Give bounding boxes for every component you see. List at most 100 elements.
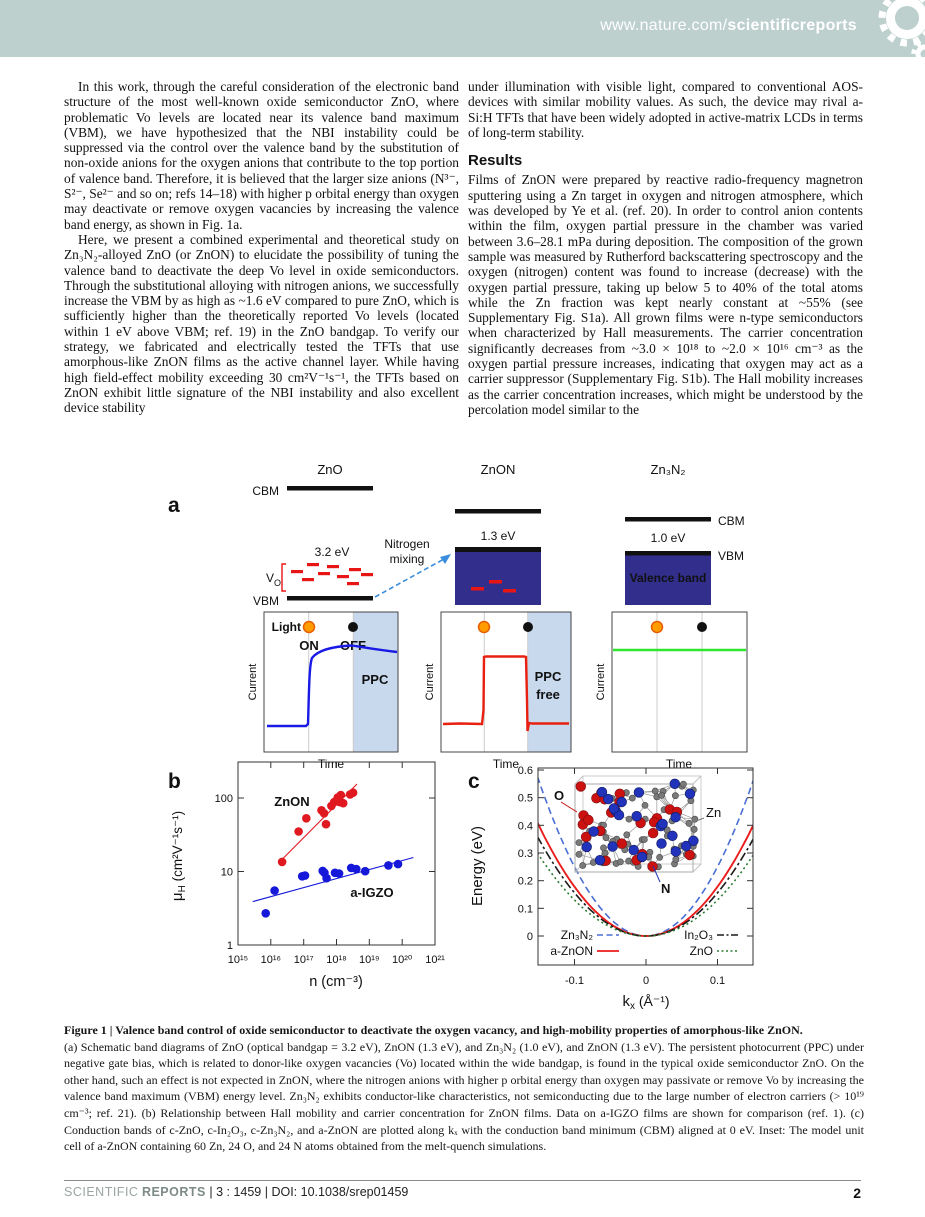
ppc-shaded-region [353, 612, 398, 752]
band-diagram-zno: ZnO CBM 3.2 eV V O VBM [252, 462, 373, 608]
light-off-icon [523, 622, 533, 632]
time-plot-znon: PPC free Current Time [424, 611, 572, 771]
znon-title: ZnON [481, 462, 516, 477]
figure-panel-a: a ZnO CBM 3.2 eV V O VBM Nitrogen mixing [168, 462, 748, 771]
on-label: ON [299, 638, 319, 653]
ppc-free-line1: PPC [535, 669, 562, 684]
plot-frame [263, 611, 399, 753]
figure-panel-c: c 0 0.1 0.2 0.3 0.4 0.5 0.6 -0.1 0 0 [468, 765, 754, 1012]
zinc-leader-line [687, 817, 705, 825]
gear-icon [878, 0, 925, 57]
mu-subscript: H [177, 885, 188, 892]
x-tick: 0.1 [710, 975, 725, 987]
ppc-shaded-region [527, 612, 571, 752]
current-axis-label: Current [247, 664, 259, 701]
citation-text: | 3 : 1459 | DOI: 10.1038/srep01459 [209, 1185, 409, 1199]
k-symbol: k [622, 993, 630, 1010]
y-tick: 0.4 [518, 820, 533, 832]
current-curve-znon [442, 655, 569, 732]
zno-vo-label: V [266, 571, 274, 585]
time-axis-label: Time [318, 757, 345, 771]
light-on-icon [477, 620, 491, 634]
legend-zno: ZnO [690, 944, 713, 958]
y-tick: 0.2 [518, 876, 533, 888]
light-off-icon [348, 622, 358, 632]
light-on-icon [302, 620, 316, 634]
x-tick-marks [270, 762, 403, 945]
ppc-free-line2: free [536, 687, 560, 702]
zn3n2-vbm-label: VBM [718, 549, 744, 563]
paragraph: Films of ZnON were prepared by reactive … [468, 172, 863, 417]
znon-vo-levels [471, 580, 516, 593]
x-tick: 10¹⁸ [326, 954, 347, 966]
y-tick-marks [538, 769, 753, 937]
current-curve-zno [267, 644, 398, 728]
page-number: 2 [853, 1185, 861, 1201]
zn3n2-cbm-label: CBM [718, 514, 745, 528]
nitrogen-mixing-line1: Nitrogen [384, 537, 429, 551]
znon-vbm-bar [455, 547, 541, 552]
oxygen-leader-line [560, 801, 578, 813]
band-curves [538, 775, 753, 937]
zno-vbm-bar [287, 596, 373, 601]
panel-a-label: a [168, 494, 180, 517]
y-axis-label: μH (cm²V⁻¹s⁻¹) [169, 811, 188, 901]
oxygen-atom-label: O [554, 788, 564, 803]
plot-frame [440, 611, 572, 753]
figure-caption-title: Figure 1 | Valence band control of oxide… [64, 1023, 803, 1037]
current-axis-label: Current [595, 664, 607, 701]
zno-gap-label: 3.2 eV [315, 545, 350, 559]
light-label: Light [272, 620, 301, 634]
plot-frame [237, 761, 436, 946]
zno-cbm-label: CBM [252, 484, 279, 498]
nitrogen-leader-line [652, 865, 661, 883]
znon-valence-band [455, 547, 541, 605]
unit-cell-inset: O Zn N [554, 775, 721, 896]
zno-vo-sub: O [274, 578, 281, 588]
footer: SCIENTIFIC REPORTS | 3 : 1459 | DOI: 10.… [64, 1185, 861, 1201]
zno-title: ZnO [317, 462, 342, 477]
scatter-points [252, 783, 414, 918]
results-heading: Results [468, 152, 523, 170]
y-tick: 0 [527, 931, 533, 943]
x-tick: 10¹⁵ [228, 954, 248, 966]
atoms [575, 778, 699, 872]
k-subscript: x [630, 1001, 635, 1012]
x-tick-marks [574, 768, 718, 965]
x-tick: 10¹⁶ [261, 954, 281, 966]
paragraph: In this work, through the careful consid… [64, 79, 459, 232]
x-tick: 10¹⁹ [359, 954, 380, 966]
legend-zn3n2: Zn₃N₂ [561, 928, 594, 942]
nitrogen-mixing-arrow [374, 558, 445, 598]
legend-aznon: a-ZnON [550, 944, 593, 958]
journal-url-bold: scientificreports [727, 17, 857, 34]
paragraph: under illumination with visible light, c… [468, 79, 863, 140]
y-tick: 100 [215, 793, 233, 805]
x-axis-label: n (cm⁻³) [309, 974, 363, 990]
ppc-annotation: PPC [362, 672, 389, 687]
mu-units: (cm²V⁻¹s⁻¹) [170, 811, 185, 885]
light-on-icon [650, 620, 664, 634]
paragraph: Here, we present a combined experimental… [64, 231, 459, 416]
zn3n2-vbm-bar [625, 551, 711, 556]
arrowhead-icon [440, 554, 451, 564]
y-tick: 0.5 [518, 793, 533, 805]
zn3n2-cbm-bar [625, 517, 711, 522]
legend-in2o3: In₂O₃ [684, 928, 713, 942]
zno-cbm-bar [287, 486, 373, 491]
footer-rule [64, 1180, 861, 1181]
y-tick-marks [238, 797, 435, 872]
zno-vo-levels [291, 563, 373, 586]
journal-header: www.nature.com/scientificreports [0, 0, 925, 57]
x-tick: 10²⁰ [392, 954, 413, 966]
y-tick: 0.1 [518, 903, 533, 915]
band-diagram-zn3n2: Zn₃N₂ CBM 1.0 eV VBM Valence band [625, 462, 745, 605]
journal-name-bold: REPORTS [141, 1185, 206, 1199]
journal-url: www.nature.com/scientificreports [600, 17, 857, 35]
x-tick: -0.1 [565, 975, 584, 987]
k-units: (Å⁻¹) [635, 993, 670, 1009]
y-tick: 10 [221, 867, 233, 879]
time-axis-label: Time [493, 757, 520, 771]
series-label-aigzo: a-IGZO [350, 885, 393, 900]
